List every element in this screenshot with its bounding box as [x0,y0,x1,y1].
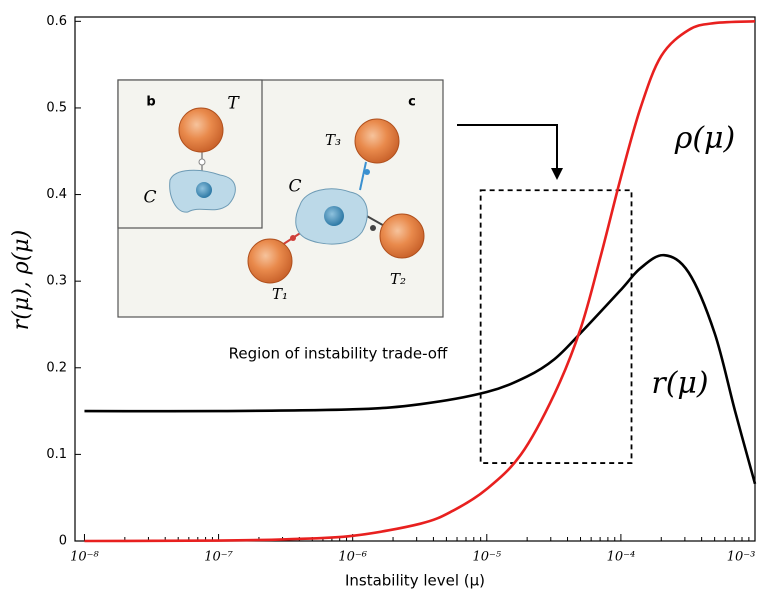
inset-label: T [227,94,240,114]
y-tick-label: 0.4 [46,187,67,202]
x-axis-label: Instability level (μ) [345,572,485,590]
x-tick-label: 10⁻⁵ [472,550,501,565]
series-label: r(μ) [651,366,708,401]
chart: r(μ), ρ(μ) Instability level (μ) Region … [0,0,760,594]
y-tick-label: 0.1 [46,447,67,462]
y-axis-label: r(μ), ρ(μ) [9,230,34,330]
y-tick-label: 0.2 [46,360,67,375]
y-tick-label: 0.5 [46,100,67,115]
x-tick-label: 10⁻⁴ [607,550,636,565]
y-tick-label: 0.3 [46,274,67,289]
inset-label: C [143,188,156,208]
region-label: Region of instability trade-off [229,345,448,363]
inset-label: T₂ [390,270,406,288]
x-tick-label: 10⁻³ [727,550,756,565]
inset-label: T₁ [272,285,288,303]
inset-label: b [146,95,155,110]
inset-label: T₃ [325,131,341,149]
x-tick-label: 10⁻⁶ [338,550,367,565]
y-tick-label: 0.6 [46,14,67,29]
inset-label: C [288,177,301,197]
inset-label: c [408,95,416,110]
y-tick-label: 0 [59,534,67,549]
x-tick-label: 10⁻⁷ [204,550,233,565]
x-tick-label: 10⁻⁸ [70,550,99,565]
series-label: ρ(μ) [674,121,736,156]
